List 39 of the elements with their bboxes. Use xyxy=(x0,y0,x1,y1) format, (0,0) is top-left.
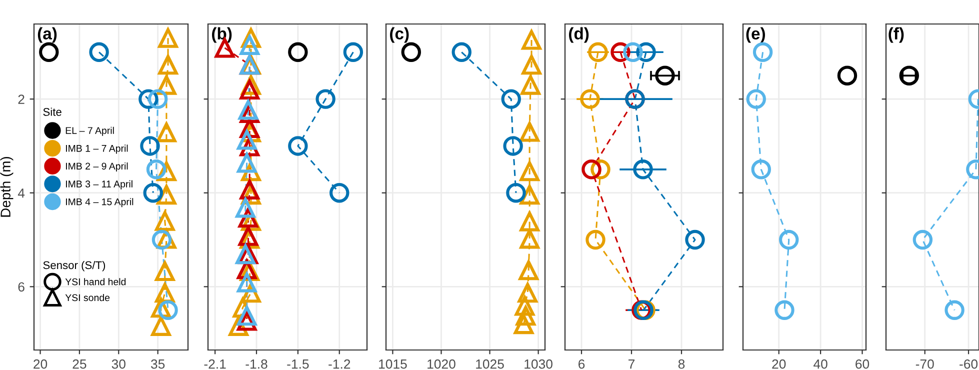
x-tick-label: 1025 xyxy=(476,359,504,369)
annotation: Sensor (S/T) xyxy=(43,260,106,272)
annotation: YSI sonde xyxy=(65,294,110,302)
y-tick-label: 4 xyxy=(18,188,25,198)
x-tick-label: 40 xyxy=(814,359,828,369)
legend-label: EL – 7 April xyxy=(66,126,114,136)
y-tick-label: 6 xyxy=(18,282,24,292)
x-tick-label: 60 xyxy=(856,359,870,369)
chart-title: (d) xyxy=(568,27,589,43)
x-tick-label: 7 xyxy=(628,360,635,369)
x-tick-label: -1.8 xyxy=(246,359,268,369)
chart-title: (c) xyxy=(390,27,409,43)
x-tick-label: 8 xyxy=(678,359,685,369)
x-tick-label: -1.5 xyxy=(287,360,309,369)
x-tick-label: 1030 xyxy=(524,359,552,369)
x-tick-label: 35 xyxy=(150,359,165,369)
legend-title: Site xyxy=(43,108,62,116)
chart-title: (e) xyxy=(746,27,765,43)
x-tick-label: 25 xyxy=(72,359,86,369)
chart-title: (f) xyxy=(888,27,904,43)
x-tick-label: 30 xyxy=(112,359,126,369)
legend-label: IMB 3 – 11 April xyxy=(66,180,132,190)
x-tick-label: -1.2 xyxy=(328,359,350,369)
y-tick-label: 2 xyxy=(18,94,24,104)
chart-title: (b) xyxy=(212,27,232,43)
x-tick-label: -60 xyxy=(960,359,978,369)
x-tick-label: 20 xyxy=(34,359,48,369)
y-axis-title: Depth (m) xyxy=(0,156,14,217)
x-tick-label: 1020 xyxy=(428,359,456,369)
legend-label: IMB 1 – 7 April xyxy=(66,144,128,154)
x-tick-label: 1015 xyxy=(379,359,407,369)
legend-label: IMB 2 – 9 April xyxy=(66,162,128,172)
legend-label: IMB 4 – 15 April xyxy=(66,198,134,208)
x-tick-label: -2.1 xyxy=(204,359,226,369)
x-tick-label: 20 xyxy=(772,359,786,369)
chart-title: (a) xyxy=(38,27,57,43)
x-tick-label: 6 xyxy=(578,359,585,369)
x-tick-label: -70 xyxy=(916,359,934,369)
annotation: YSI hand held xyxy=(65,278,126,286)
